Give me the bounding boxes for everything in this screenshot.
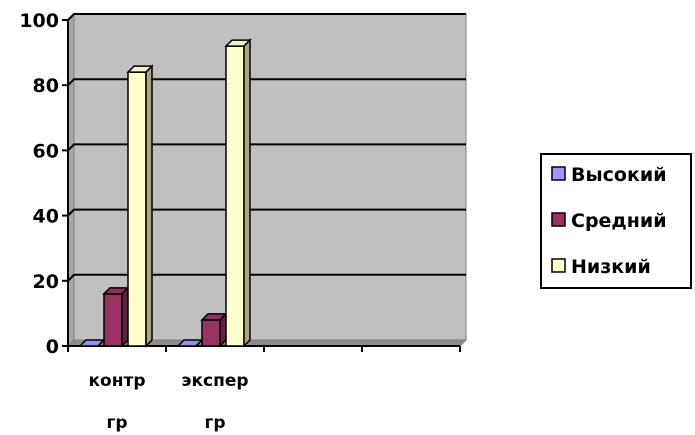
y-tick-labels: 0 20 40 60 80 100	[19, 10, 59, 358]
y-tick-label: 80	[33, 75, 59, 97]
bar	[102, 286, 130, 348]
gridline	[67, 143, 466, 152]
gridlines	[67, 13, 466, 282]
x-category-label: гр	[204, 413, 225, 433]
gridline	[67, 208, 466, 217]
legend: Высокий Средний Низкий	[540, 153, 692, 289]
gridline	[67, 273, 466, 282]
y-tick-label: 20	[33, 271, 59, 293]
legend-swatch	[551, 258, 566, 273]
legend-label: Высокий	[571, 164, 667, 186]
gridline	[67, 13, 466, 21]
legend-label: Низкий	[571, 256, 651, 278]
legend-swatch	[551, 166, 566, 181]
bar	[126, 64, 154, 348]
x-category-label: экспер	[181, 371, 248, 391]
y-tick-label: 0	[46, 336, 59, 358]
bar	[200, 312, 228, 348]
bars	[78, 38, 252, 348]
x-category-label: контр	[89, 371, 146, 391]
x-category-label: гр	[106, 413, 127, 433]
legend-box	[540, 153, 692, 289]
y-tick-label: 60	[33, 140, 59, 162]
y-tick-label: 40	[33, 206, 59, 228]
y-tick-label: 100	[19, 10, 59, 32]
x-category-labels: контр гр экспер гр	[89, 371, 249, 433]
gridline	[67, 78, 466, 86]
bar	[224, 38, 252, 348]
legend-label: Средний	[571, 210, 667, 232]
legend-swatch	[551, 212, 566, 227]
